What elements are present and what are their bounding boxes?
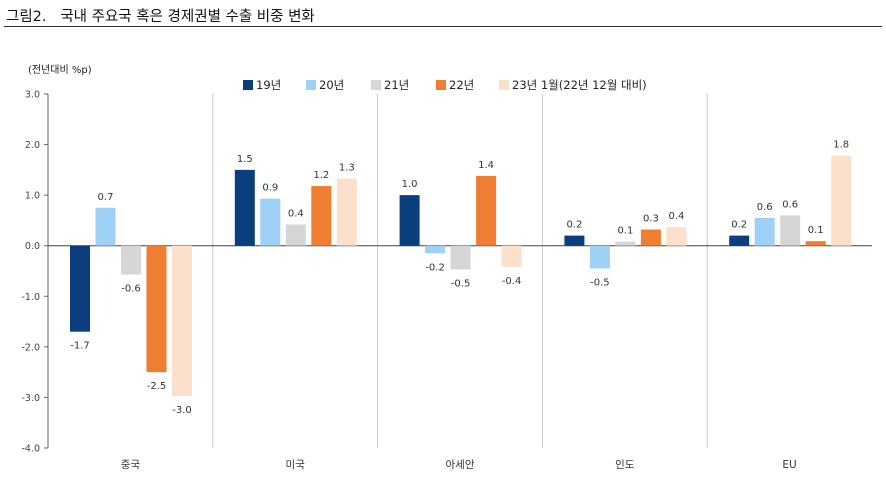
y-tick-label: -1.0	[21, 292, 40, 303]
value-label: 0.7	[98, 192, 114, 203]
value-label: -3.0	[172, 405, 192, 416]
bar	[666, 227, 687, 246]
value-label: -0.2	[425, 262, 445, 273]
value-labels: -1.7 0.7 -0.6 -2.5 -3.0 1.5 0.9 0.4 1.2 1.3 1.0 -0.…	[70, 140, 849, 416]
y-tick-label: -2.0	[21, 342, 40, 353]
category-label: 미국	[286, 459, 306, 471]
y-tick-label: 2.0	[25, 140, 40, 151]
y-tick-label: -3.0	[21, 393, 40, 404]
value-label: 0.2	[566, 220, 582, 231]
value-label: -0.5	[590, 277, 610, 288]
bar	[564, 235, 585, 246]
legend-label: 23년 1월(22년 12월 대비)	[512, 78, 647, 92]
value-label: -2.5	[147, 381, 167, 392]
bar	[831, 155, 852, 246]
value-label: 0.4	[288, 208, 304, 219]
legend: 19년 20년 21년 22년 23년 1월(22년 12월 대비)	[243, 78, 647, 92]
category-label: 아세안	[446, 459, 475, 471]
value-label: 0.2	[731, 220, 747, 231]
value-label: 1.4	[478, 160, 494, 171]
bar	[336, 178, 357, 246]
legend-label: 20년	[319, 78, 344, 92]
group-separators	[212, 94, 708, 448]
legend-label: 19년	[256, 78, 281, 92]
bar	[70, 245, 90, 332]
figure-title: 그림2. 국내 주요국 혹은 경제권별 수출 비중 변화	[6, 9, 315, 25]
value-label: 0.6	[782, 199, 798, 210]
value-label: 0.3	[643, 214, 659, 225]
bar	[121, 245, 141, 275]
value-label: 1.2	[313, 170, 329, 181]
value-label: 1.8	[833, 140, 849, 151]
bar	[615, 241, 636, 246]
bar	[95, 207, 116, 246]
bar	[729, 235, 750, 246]
y-tick-label: -4.0	[21, 444, 40, 455]
y-axis-ticks: 3.0 2.0 1.0 0.0 -1.0 -2.0 -3.0 -4.0	[21, 90, 48, 455]
y-tick-label: 3.0	[25, 90, 40, 101]
legend-swatch	[499, 80, 509, 90]
value-label: -0.6	[121, 284, 141, 295]
legend-swatch	[371, 80, 381, 90]
value-label: 1.3	[339, 162, 355, 173]
y-tick-label: 1.0	[25, 191, 40, 202]
value-label: -0.5	[451, 278, 471, 289]
bar	[234, 169, 255, 246]
value-label: 1.0	[402, 179, 418, 190]
bar	[260, 198, 281, 246]
legend-label: 21년	[384, 78, 409, 92]
legend-label: 22년	[449, 78, 474, 92]
category-labels: 중국 미국 아세안 인도 EU	[121, 459, 797, 471]
y-tick-label: 0.0	[25, 241, 40, 252]
bar	[450, 245, 471, 270]
legend-swatch	[436, 80, 446, 90]
bar	[146, 245, 167, 373]
value-label: 0.9	[262, 183, 278, 194]
bar	[285, 224, 306, 246]
legend-swatch	[243, 80, 253, 90]
title-underline	[4, 26, 882, 27]
value-label: 0.1	[617, 226, 633, 237]
value-label: 1.5	[237, 154, 253, 165]
bar	[640, 229, 661, 246]
value-label: -1.7	[70, 341, 90, 352]
bar	[311, 186, 332, 246]
value-label: -0.4	[502, 276, 522, 287]
bar	[476, 175, 497, 246]
bar	[589, 245, 610, 269]
category-label: EU	[782, 459, 796, 471]
value-label: 0.4	[668, 211, 684, 222]
bar	[172, 245, 192, 396]
bar	[399, 195, 420, 246]
y-axis-unit-label: (전년대비 %p)	[28, 64, 92, 76]
legend-swatch	[306, 80, 316, 90]
bar	[501, 245, 522, 267]
bar	[780, 215, 801, 246]
value-label: 0.1	[808, 225, 824, 236]
value-label: 0.6	[757, 202, 773, 213]
category-label: 중국	[121, 459, 141, 471]
bar	[805, 241, 826, 246]
bar	[425, 245, 446, 254]
category-label: 인도	[615, 459, 635, 471]
bar	[754, 217, 775, 246]
bars	[70, 155, 852, 396]
